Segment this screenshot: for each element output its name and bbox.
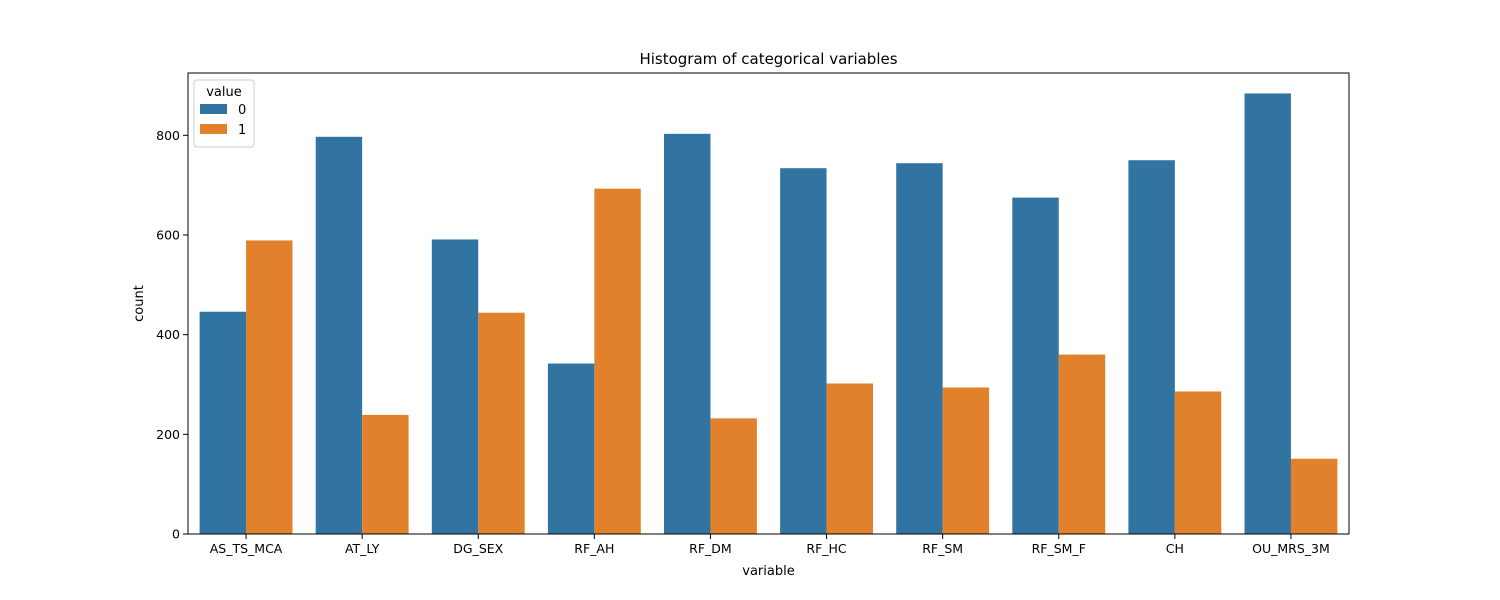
x-tick-label: RF_SM — [922, 541, 963, 556]
bar-rf-dm-value-0 — [664, 133, 711, 535]
bars — [199, 93, 1338, 535]
legend-title: value — [206, 85, 242, 100]
bar-rf-sm-value-0 — [896, 163, 943, 534]
x-tick-label: RF_AH — [574, 541, 614, 556]
bar-rf-hc-value-1 — [826, 383, 873, 534]
legend-swatch-0 — [200, 104, 227, 114]
x-tick-label: DG_SEX — [453, 541, 503, 556]
y-tick-label: 600 — [156, 227, 180, 242]
y-axis-label: count — [132, 285, 147, 322]
bar-ch-value-0 — [1128, 160, 1175, 534]
x-tick-label: RF_DM — [689, 541, 732, 556]
bar-ou-mrs-3m-value-0 — [1244, 93, 1291, 535]
bar-as-ts-mca-value-1 — [246, 240, 293, 534]
bar-at-ly-value-1 — [362, 414, 409, 534]
y-tick-label: 400 — [156, 327, 180, 342]
bar-rf-ah-value-1 — [594, 188, 641, 534]
y-tick-label: 0 — [172, 527, 180, 542]
legend-swatch-1 — [200, 124, 227, 134]
bar-ou-mrs-3m-value-1 — [1290, 458, 1338, 534]
bar-rf-dm-value-1 — [710, 418, 757, 534]
x-tick-label: OU_MRS_3M — [1252, 541, 1330, 556]
legend-label-1: 1 — [238, 123, 246, 138]
bar-rf-sm-value-1 — [942, 387, 990, 534]
y-tick-label: 200 — [156, 427, 180, 442]
chart-title: Histogram of categorical variables — [639, 50, 897, 68]
plot-frame — [187, 72, 1350, 535]
x-axis-label: variable — [742, 564, 794, 579]
bar-ch-value-1 — [1174, 391, 1222, 534]
legend-items: 01 — [200, 103, 246, 138]
x-axis: AS_TS_MCA AT_LY DG_SEX RF_AH RF_DM RF_HC RF_SM… — [210, 534, 1330, 556]
y-tick-label: 800 — [156, 128, 180, 143]
legend-label-0: 0 — [238, 103, 246, 118]
x-tick-label: AT_LY — [345, 541, 380, 556]
bar-as-ts-mca-value-0 — [199, 311, 247, 534]
x-tick-label: CH — [1166, 541, 1184, 556]
bar-rf-hc-value-0 — [780, 168, 827, 534]
bar-dg-sex-value-0 — [431, 239, 479, 534]
x-tick-label: AS_TS_MCA — [210, 541, 283, 556]
x-tick-label: RF_SM_F — [1032, 541, 1086, 556]
bar-rf-sm-f-value-1 — [1058, 354, 1106, 534]
x-tick-label: RF_HC — [806, 541, 847, 556]
y-axis: 0 200 400 600 800 — [156, 128, 188, 542]
bar-dg-sex-value-1 — [478, 312, 525, 534]
legend: value 01 — [193, 79, 255, 148]
bar-rf-ah-value-0 — [547, 363, 595, 534]
bar-rf-sm-f-value-0 — [1012, 197, 1059, 534]
bar-at-ly-value-0 — [315, 136, 363, 535]
